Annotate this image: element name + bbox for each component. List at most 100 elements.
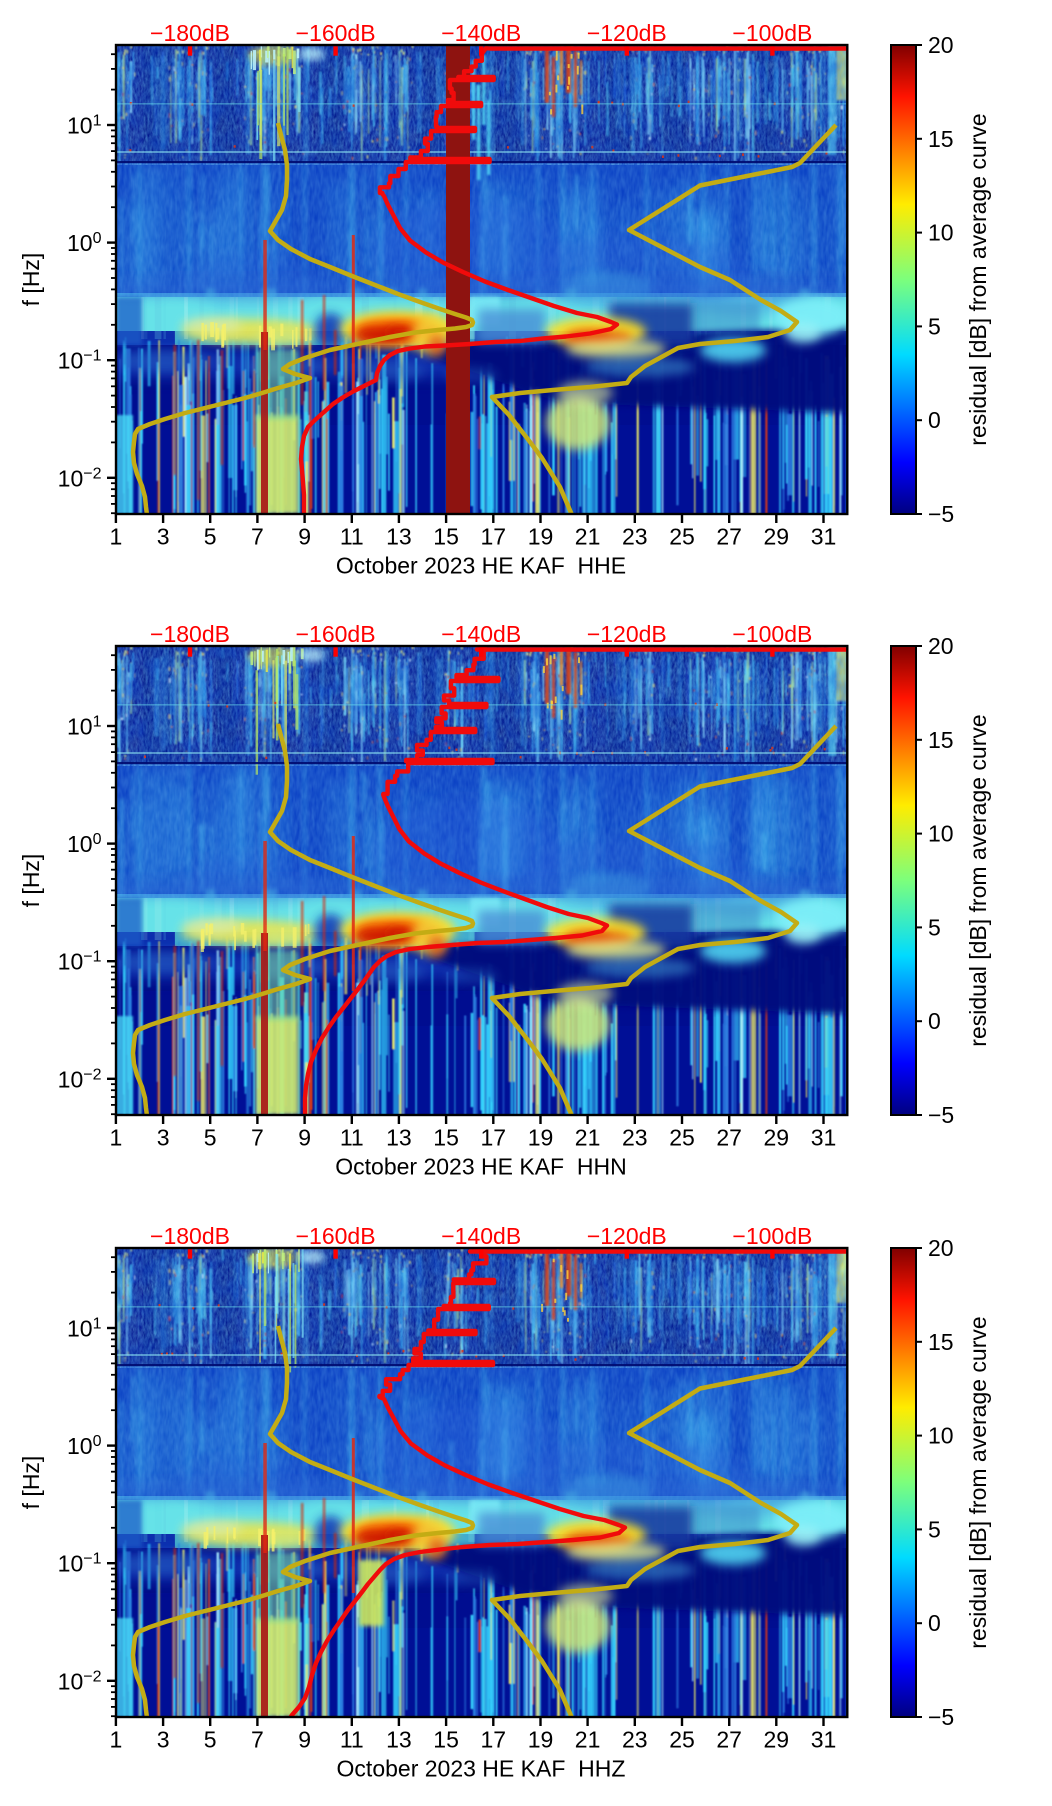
svg-text:residual [dB] from average cur: residual [dB] from average curve [965,1316,991,1648]
svg-text:−180dB: −180dB [150,20,230,46]
svg-text:5: 5 [928,313,941,339]
svg-text:9: 9 [298,1125,311,1151]
svg-text:15: 15 [433,524,459,550]
svg-text:−5: −5 [928,1704,954,1730]
svg-text:October 2023 HE KAF HHN: October 2023 HE KAF HHN [335,1154,626,1180]
svg-text:17: 17 [481,1727,507,1753]
svg-text:3: 3 [157,1727,170,1753]
svg-text:17: 17 [481,1125,507,1151]
svg-text:5: 5 [928,914,941,940]
svg-text:9: 9 [298,524,311,550]
svg-text:−160dB: −160dB [296,1223,376,1249]
svg-text:23: 23 [622,1125,648,1151]
svg-text:31: 31 [811,1125,837,1151]
svg-text:10−1: 10−1 [58,1551,102,1577]
svg-text:27: 27 [716,524,742,550]
svg-text:−120dB: −120dB [587,621,667,647]
svg-text:15: 15 [928,727,954,753]
svg-text:1: 1 [110,1125,123,1151]
svg-text:101: 101 [67,113,102,139]
svg-text:10: 10 [928,220,954,246]
svg-text:19: 19 [528,1727,554,1753]
svg-text:10−1: 10−1 [58,348,102,374]
svg-text:−5: −5 [928,501,954,527]
svg-text:29: 29 [764,1125,790,1151]
svg-text:23: 23 [622,524,648,550]
svg-text:3: 3 [157,524,170,550]
svg-text:10−2: 10−2 [58,465,102,491]
svg-text:5: 5 [204,524,217,550]
svg-text:29: 29 [764,1727,790,1753]
svg-text:−100dB: −100dB [732,1223,812,1249]
svg-text:15: 15 [928,1329,954,1355]
svg-text:11: 11 [340,524,364,550]
svg-text:17: 17 [481,524,507,550]
svg-text:100: 100 [67,1433,102,1459]
svg-text:October 2023 HE KAF HHE: October 2023 HE KAF HHE [336,553,626,579]
svg-text:−160dB: −160dB [296,20,376,46]
svg-text:11: 11 [340,1125,364,1151]
svg-text:October 2023 HE KAF HHZ: October 2023 HE KAF HHZ [337,1756,626,1782]
svg-text:−180dB: −180dB [150,621,230,647]
svg-text:0: 0 [928,1610,941,1636]
svg-text:5: 5 [928,1516,941,1542]
svg-text:25: 25 [669,1727,695,1753]
svg-text:21: 21 [575,524,601,550]
svg-text:101: 101 [67,714,102,740]
svg-text:10−1: 10−1 [58,949,102,975]
svg-text:3: 3 [157,1125,170,1151]
svg-text:15: 15 [433,1125,459,1151]
svg-text:21: 21 [575,1727,601,1753]
svg-text:19: 19 [528,524,554,550]
svg-text:residual [dB] from average cur: residual [dB] from average curve [965,113,991,445]
svg-text:101: 101 [67,1316,102,1342]
svg-text:23: 23 [622,1727,648,1753]
svg-text:f [Hz]: f [Hz] [18,1456,44,1510]
svg-text:residual [dB] from average cur: residual [dB] from average curve [965,714,991,1046]
svg-text:−140dB: −140dB [441,1223,521,1249]
svg-text:7: 7 [251,1727,264,1753]
svg-text:19: 19 [528,1125,554,1151]
svg-text:−100dB: −100dB [732,20,812,46]
svg-text:13: 13 [386,1125,412,1151]
svg-text:10: 10 [928,1423,954,1449]
svg-text:10: 10 [928,821,954,847]
svg-text:10−2: 10−2 [58,1066,102,1092]
svg-text:20: 20 [928,633,954,659]
svg-text:10−2: 10−2 [58,1668,102,1694]
svg-text:−120dB: −120dB [587,1223,667,1249]
svg-text:25: 25 [669,524,695,550]
svg-text:f [Hz]: f [Hz] [18,253,44,307]
svg-text:15: 15 [433,1727,459,1753]
svg-text:7: 7 [251,524,264,550]
svg-text:−160dB: −160dB [296,621,376,647]
svg-text:21: 21 [575,1125,601,1151]
svg-text:0: 0 [928,1008,941,1034]
svg-text:−140dB: −140dB [441,621,521,647]
svg-text:13: 13 [386,524,412,550]
svg-text:−120dB: −120dB [587,20,667,46]
svg-text:15: 15 [928,126,954,152]
svg-text:27: 27 [716,1125,742,1151]
svg-text:f [Hz]: f [Hz] [18,854,44,908]
svg-text:−5: −5 [928,1102,954,1128]
svg-text:27: 27 [716,1727,742,1753]
svg-text:−100dB: −100dB [732,621,812,647]
svg-text:0: 0 [928,407,941,433]
svg-text:25: 25 [669,1125,695,1151]
svg-text:11: 11 [340,1727,364,1753]
svg-text:20: 20 [928,32,954,58]
svg-text:13: 13 [386,1727,412,1753]
svg-text:29: 29 [764,524,790,550]
svg-text:−140dB: −140dB [441,20,521,46]
svg-text:9: 9 [298,1727,311,1753]
svg-text:5: 5 [204,1727,217,1753]
svg-text:−180dB: −180dB [150,1223,230,1249]
svg-text:1: 1 [110,524,123,550]
svg-text:100: 100 [67,230,102,256]
svg-text:5: 5 [204,1125,217,1151]
svg-text:31: 31 [811,524,837,550]
svg-text:7: 7 [251,1125,264,1151]
svg-text:31: 31 [811,1727,837,1753]
svg-text:1: 1 [110,1727,123,1753]
